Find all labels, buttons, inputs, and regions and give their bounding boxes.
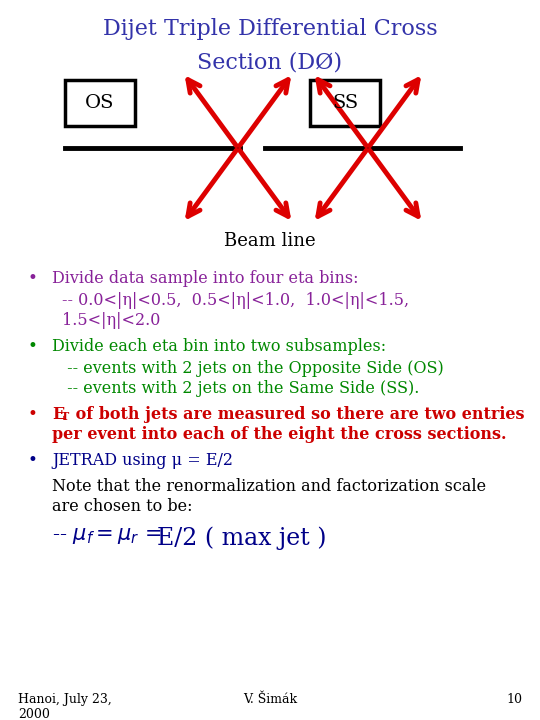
Text: of both jets are measured so there are two entries: of both jets are measured so there are t… [70, 406, 524, 423]
Bar [65, 80, 135, 126]
Text: Beam line: Beam line [224, 232, 316, 250]
Text: •: • [28, 452, 38, 469]
Text: T: T [61, 411, 69, 422]
Text: SS: SS [332, 94, 358, 112]
Text: •: • [28, 338, 38, 355]
Text: 10: 10 [506, 693, 522, 706]
Text: Divide data sample into four eta bins:: Divide data sample into four eta bins: [52, 270, 359, 287]
Text: Dijet Triple Differential Cross: Dijet Triple Differential Cross [103, 18, 437, 40]
Text: 1.5<|η|<2.0: 1.5<|η|<2.0 [62, 312, 160, 329]
Text: Section (DØ): Section (DØ) [198, 52, 342, 74]
Text: Hanoi, July 23,
2000: Hanoi, July 23, 2000 [18, 693, 112, 720]
Text: •: • [28, 270, 38, 287]
Text: E/2 ( max jet ): E/2 ( max jet ) [157, 526, 327, 549]
Text: •: • [28, 406, 38, 423]
Bar [310, 80, 380, 126]
Text: Note that the renormalization and factorization scale: Note that the renormalization and factor… [52, 478, 486, 495]
Text: -- events with 2 jets on the Same Side (SS).: -- events with 2 jets on the Same Side (… [62, 380, 420, 397]
Text: -- events with 2 jets on the Opposite Side (OS): -- events with 2 jets on the Opposite Si… [62, 360, 444, 377]
Text: are chosen to be:: are chosen to be: [52, 498, 192, 515]
Text: E: E [52, 406, 64, 423]
Text: OS: OS [85, 94, 114, 112]
Text: per event into each of the eight the cross sections.: per event into each of the eight the cro… [52, 426, 507, 443]
Text: -- 0.0<|η|<0.5,  0.5<|η|<1.0,  1.0<|η|<1.5,: -- 0.0<|η|<0.5, 0.5<|η|<1.0, 1.0<|η|<1.5… [62, 292, 409, 309]
Text: Divide each eta bin into two subsamples:: Divide each eta bin into two subsamples: [52, 338, 386, 355]
Text: -- $\mu_f = \mu_r\, =\;$: -- $\mu_f = \mu_r\, =\;$ [52, 526, 162, 546]
Text: JETRAD using μ = E/2: JETRAD using μ = E/2 [52, 452, 233, 469]
Text: V. Šimák: V. Šimák [243, 693, 297, 706]
